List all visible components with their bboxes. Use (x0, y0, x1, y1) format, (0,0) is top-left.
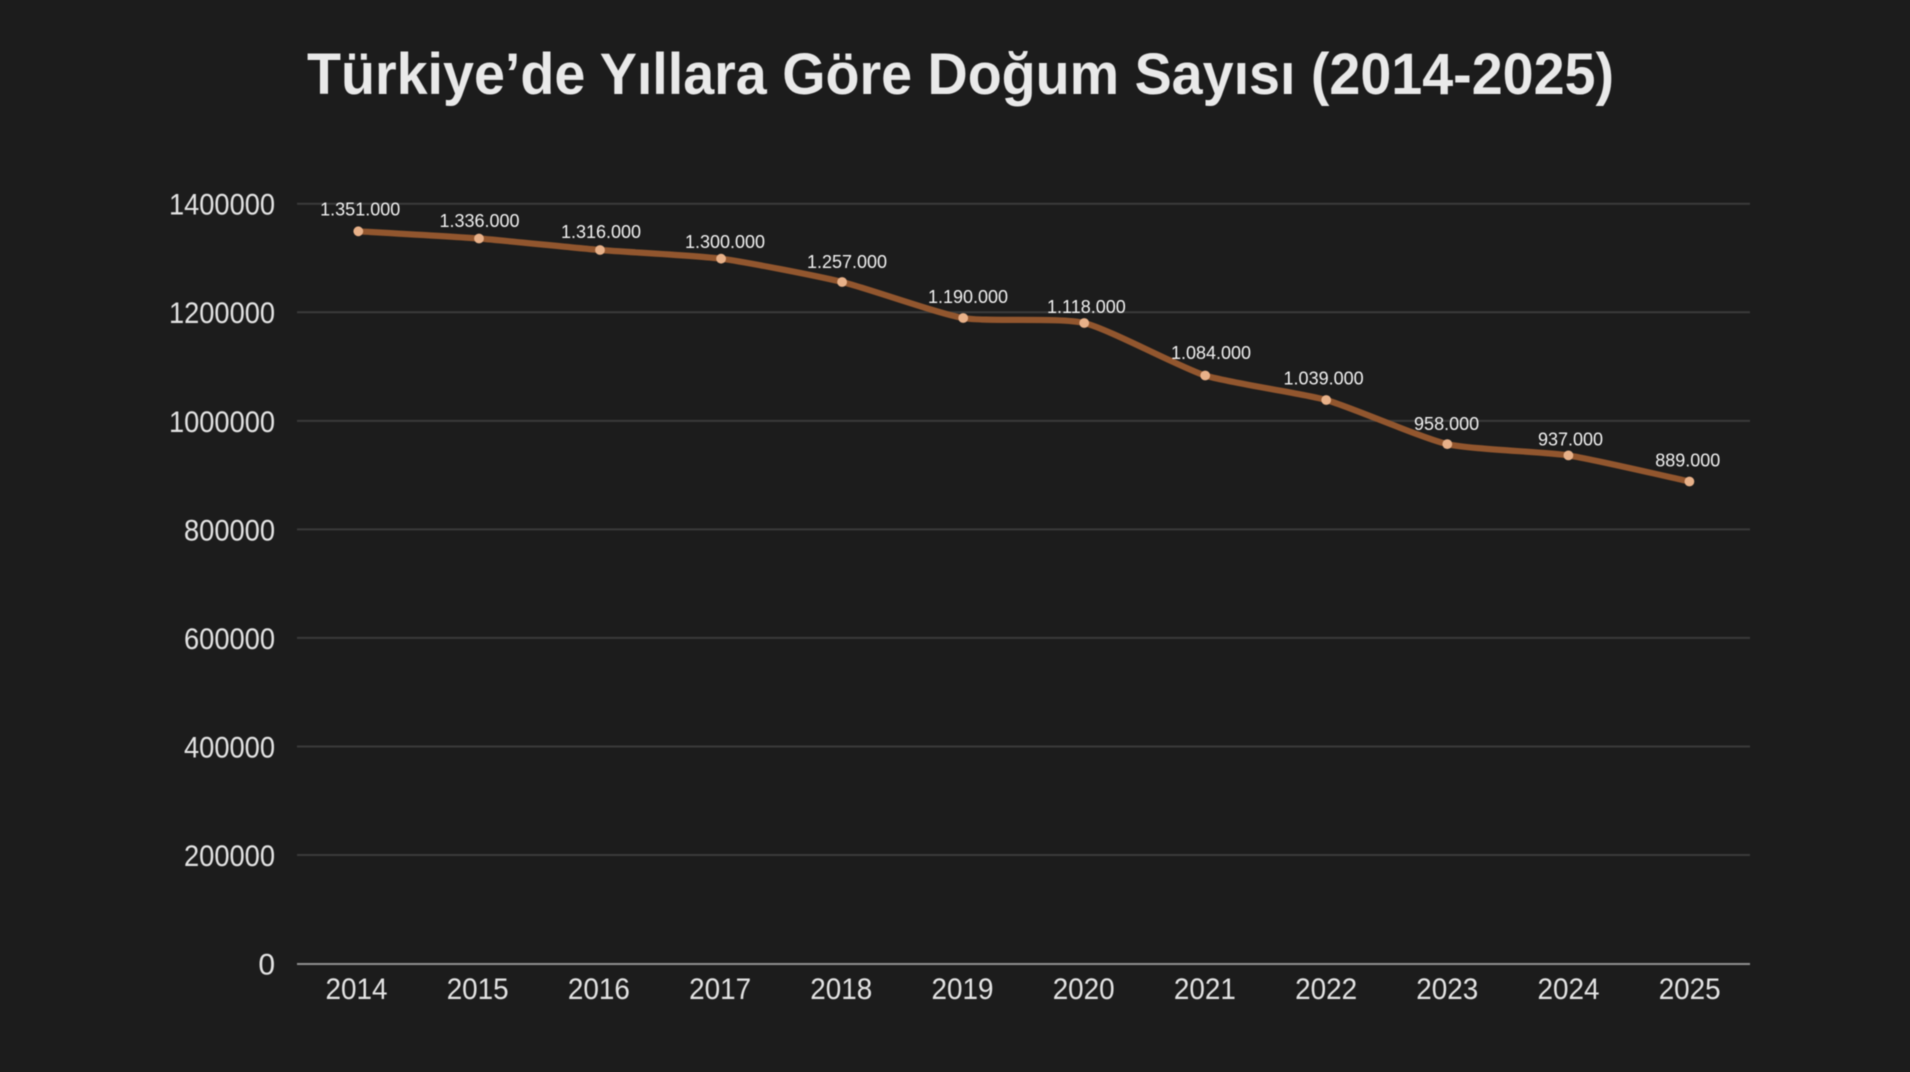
svg-text:2022: 2022 (1295, 973, 1357, 1006)
svg-text:600000: 600000 (184, 623, 275, 656)
svg-text:958.000: 958.000 (1414, 414, 1479, 434)
svg-text:2021: 2021 (1174, 973, 1236, 1006)
svg-text:1.118.000: 1.118.000 (1047, 297, 1126, 317)
svg-text:2024: 2024 (1538, 973, 1600, 1006)
svg-text:2018: 2018 (810, 973, 872, 1006)
svg-text:2017: 2017 (689, 973, 751, 1006)
svg-text:1.190.000: 1.190.000 (928, 287, 1008, 307)
svg-text:0: 0 (258, 948, 275, 981)
svg-text:1200000: 1200000 (169, 297, 275, 330)
svg-text:200000: 200000 (184, 840, 275, 873)
svg-text:2016: 2016 (568, 973, 630, 1006)
svg-text:1.084.000: 1.084.000 (1171, 343, 1251, 363)
svg-text:937.000: 937.000 (1538, 429, 1603, 449)
svg-text:2020: 2020 (1053, 973, 1115, 1006)
svg-text:800000: 800000 (184, 514, 275, 547)
svg-text:Türkiye’de Yıllara Göre Doğum: Türkiye’de Yıllara Göre Doğum Sayısı (20… (307, 42, 1614, 107)
svg-text:1.336.000: 1.336.000 (439, 211, 519, 231)
svg-text:889.000: 889.000 (1655, 451, 1720, 471)
svg-text:1.316.000: 1.316.000 (561, 222, 641, 242)
svg-text:1.300.000: 1.300.000 (685, 232, 765, 252)
svg-text:2025: 2025 (1659, 973, 1721, 1006)
svg-text:1.257.000: 1.257.000 (807, 252, 887, 272)
svg-text:1400000: 1400000 (169, 189, 275, 222)
svg-text:1.351.000: 1.351.000 (320, 200, 400, 220)
svg-text:2014: 2014 (326, 973, 388, 1006)
svg-text:2023: 2023 (1416, 973, 1478, 1006)
svg-text:1.039.000: 1.039.000 (1284, 369, 1364, 389)
svg-text:400000: 400000 (184, 731, 275, 764)
svg-text:2019: 2019 (932, 973, 994, 1006)
svg-text:1000000: 1000000 (169, 406, 275, 439)
svg-text:2015: 2015 (447, 973, 509, 1006)
